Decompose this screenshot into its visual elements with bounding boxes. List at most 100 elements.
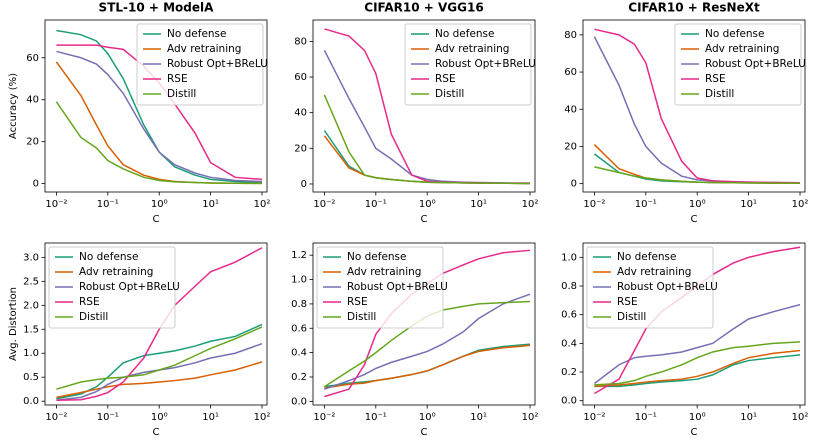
legend-label: No defense xyxy=(347,251,406,263)
x-tick-label: 10² xyxy=(792,412,809,423)
y-tick-label: 2.0 xyxy=(23,300,39,311)
legend-label: Robust Opt+BReLU xyxy=(167,58,268,70)
plot-frame xyxy=(312,242,536,406)
y-tick-label: 3.0 xyxy=(23,252,39,263)
y-tick-label: 0.2 xyxy=(561,367,577,378)
y-tick-label: 40 xyxy=(564,104,577,115)
x-tick-label: 10⁻² xyxy=(583,199,605,210)
x-tick-label: 10⁻¹ xyxy=(365,412,387,423)
y-tick-label: 40 xyxy=(294,108,307,119)
x-tick-label: 10⁰ xyxy=(419,412,436,423)
series-line xyxy=(593,303,801,385)
legend: No defense Adv retraining Robust Opt+BReLU… xyxy=(316,246,448,329)
y-tick-label: 20 xyxy=(26,137,39,148)
x-axis-label: C xyxy=(691,427,698,437)
legend: No defense Adv retraining Robust Opt+BReLU… xyxy=(48,246,180,329)
y-tick-label: 0.6 xyxy=(561,310,577,321)
x-axis-label: C xyxy=(691,214,698,225)
x-tick-label: 10⁻² xyxy=(583,412,605,423)
legend-label: Robust Opt+BReLU xyxy=(347,281,448,293)
series-line xyxy=(56,342,263,401)
series-line xyxy=(56,326,263,390)
y-tick-label: 0.2 xyxy=(291,372,307,383)
legend-label: No defense xyxy=(79,251,138,263)
series-line xyxy=(594,354,801,388)
x-tick-label: 10² xyxy=(522,199,539,210)
legend-box xyxy=(586,246,714,329)
legend-label: Robust Opt+BReLU xyxy=(79,281,180,293)
y-tick-label: 20 xyxy=(294,143,307,154)
panel-title: CIFAR10 + ResNeXt xyxy=(628,1,760,15)
x-tick-label: 10¹ xyxy=(740,412,757,423)
y-tick-label: 0.6 xyxy=(291,323,307,334)
x-tick-label: 10⁻² xyxy=(313,199,335,210)
x-tick-label: 10² xyxy=(792,199,809,210)
series-line xyxy=(594,341,801,386)
legend-label: RSE xyxy=(435,73,456,85)
series-line xyxy=(56,247,263,401)
legend-label: Distill xyxy=(705,88,734,100)
plot-frame xyxy=(44,19,268,193)
x-tick-label: 10¹ xyxy=(740,199,757,210)
legend-box xyxy=(404,23,532,106)
series-line xyxy=(323,94,531,185)
x-tick-label: 10⁻² xyxy=(45,412,67,423)
x-tick-label: 10⁻¹ xyxy=(97,412,119,423)
x-tick-label: 10⁻¹ xyxy=(97,199,119,210)
y-tick-label: 60 xyxy=(26,53,39,64)
x-tick-label: 10⁰ xyxy=(151,412,168,423)
x-tick-label: 10¹ xyxy=(202,412,219,423)
y-tick-label: 80 xyxy=(294,36,307,47)
legend-label: Distill xyxy=(79,311,108,323)
legend-label: Distill xyxy=(347,311,376,323)
x-tick-label: 10⁰ xyxy=(419,199,436,210)
legend-label: No defense xyxy=(167,28,226,40)
y-tick-label: 1.0 xyxy=(23,348,39,359)
legend: No defense Adv retraining Robust Opt+BReLU… xyxy=(674,23,806,106)
plot-frame xyxy=(582,19,806,193)
legend-label: Adv retraining xyxy=(617,266,691,278)
series-line xyxy=(55,101,263,185)
legend-label: Adv retraining xyxy=(79,266,153,278)
panel-title: STL-10 + ModelA xyxy=(99,1,215,15)
legend-label: Adv retraining xyxy=(705,43,779,55)
x-tick-label: 10² xyxy=(522,412,539,423)
x-tick-label: 10² xyxy=(254,199,271,210)
series-line xyxy=(56,29,263,184)
legend-box xyxy=(674,23,802,106)
series-line xyxy=(56,361,263,399)
series-line xyxy=(594,349,801,388)
y-tick-label: 1.2 xyxy=(291,250,307,261)
series-line xyxy=(323,135,531,185)
panel-title: CIFAR10 + VGG16 xyxy=(364,1,483,15)
legend-box xyxy=(48,246,176,329)
legend-label: No defense xyxy=(617,251,676,263)
y-tick-label: 80 xyxy=(564,30,577,41)
x-tick-label: 10¹ xyxy=(470,199,487,210)
legend: No defense Adv retraining Robust Opt+BReLU… xyxy=(586,246,718,329)
y-tick-label: 40 xyxy=(26,95,39,106)
legend: No defense Adv retraining Robust Opt+BReLU… xyxy=(404,23,536,106)
legend-label: Robust Opt+BReLU xyxy=(435,58,536,70)
y-tick-label: 0 xyxy=(571,179,577,190)
y-tick-label: 0.0 xyxy=(561,396,577,407)
x-tick-label: 10⁰ xyxy=(689,199,706,210)
series-line xyxy=(324,344,531,389)
series-line xyxy=(56,50,263,183)
legend-label: Distill xyxy=(617,311,646,323)
legend-label: Robust Opt+BReLU xyxy=(705,58,806,70)
x-tick-label: 10⁻² xyxy=(45,199,67,210)
x-axis-label: C xyxy=(153,427,160,437)
legend-label: No defense xyxy=(435,28,494,40)
plot-frame xyxy=(582,242,806,406)
legend-box xyxy=(136,23,264,106)
legend-label: RSE xyxy=(347,296,368,308)
x-axis-label: C xyxy=(421,214,428,225)
y-tick-label: 0.0 xyxy=(23,396,39,407)
x-tick-label: 10⁻² xyxy=(313,412,335,423)
y-tick-label: 2.5 xyxy=(23,276,39,287)
legend-label: Adv retraining xyxy=(435,43,509,55)
x-tick-label: 10⁻¹ xyxy=(635,412,657,423)
series-line xyxy=(56,323,263,400)
